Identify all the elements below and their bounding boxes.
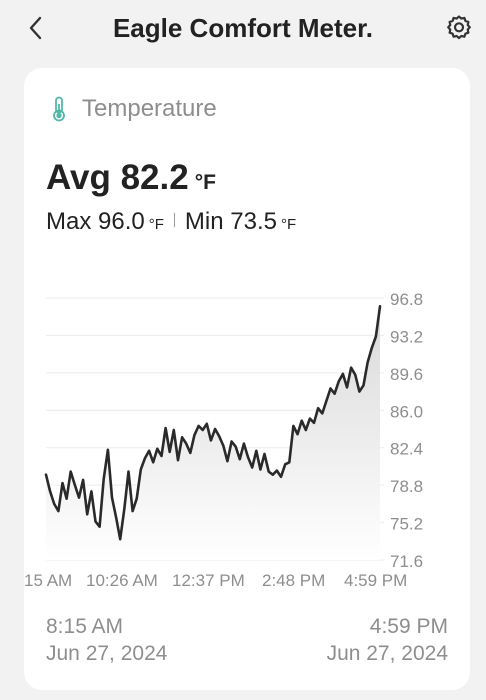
- back-arrow-icon[interactable]: [22, 14, 50, 42]
- y-tick-label: 86.0: [390, 402, 423, 421]
- top-bar: Eagle Comfort Meter.: [0, 0, 486, 62]
- avg-unit: °F: [194, 171, 216, 194]
- y-tick-label: 93.2: [390, 327, 423, 346]
- x-tick-label: 12:37 PM: [172, 571, 245, 590]
- sensor-header: Temperature: [50, 94, 217, 124]
- range-end: 4:59 PM Jun 27, 2024: [327, 613, 448, 667]
- series-area: [46, 306, 380, 560]
- average-temperature: Avg 82.2 °F: [46, 158, 216, 198]
- x-tick-label: 4:59 PM: [344, 571, 407, 590]
- series-line: [44, 305, 382, 541]
- y-tick-label: 71.6: [390, 552, 423, 571]
- max-label: Max: [46, 208, 92, 235]
- max-min-row: Max 96.0 °F Min 73.5 °F: [46, 208, 296, 236]
- y-tick-label: 82.4: [390, 440, 423, 459]
- thermometer-icon: [53, 96, 65, 122]
- y-tick-label: 75.2: [390, 515, 423, 534]
- y-tick-label: 96.8: [390, 290, 423, 309]
- max-value: 96.0: [98, 208, 145, 235]
- avg-value: 82.2: [120, 158, 189, 197]
- y-tick-label: 78.8: [390, 477, 423, 496]
- temperature-card: Temperature Avg 82.2 °F Max 96.0 °F Min 73.…: [24, 68, 470, 690]
- avg-label: Avg: [46, 158, 111, 197]
- max-unit: °F: [148, 216, 164, 233]
- range-start: 8:15 AM Jun 27, 2024: [46, 613, 167, 667]
- temperature-chart[interactable]: 96.8 93.2 89.6 86.0 82.4 78.8 75.2 71.6 15 AM 10:…: [24, 288, 470, 598]
- x-tick-label: 15 AM: [24, 571, 72, 590]
- page-title: Eagle Comfort Meter.: [112, 13, 374, 43]
- range-end-time: 4:59 PM: [369, 615, 448, 638]
- sensor-label: Temperature: [82, 95, 217, 122]
- y-tick-label: 89.6: [390, 365, 423, 384]
- min-label: Min: [184, 208, 224, 235]
- x-tick-label: 10:26 AM: [86, 571, 158, 590]
- range-end-date: Jun 27, 2024: [326, 642, 448, 665]
- min-unit: °F: [280, 216, 297, 233]
- range-start-time: 8:15 AM: [46, 615, 124, 638]
- gear-icon[interactable]: [444, 13, 474, 43]
- range-start-date: Jun 27, 2024: [46, 642, 168, 665]
- divider: [173, 213, 175, 227]
- min-value: 73.5: [230, 208, 277, 235]
- x-tick-label: 2:48 PM: [262, 571, 325, 590]
